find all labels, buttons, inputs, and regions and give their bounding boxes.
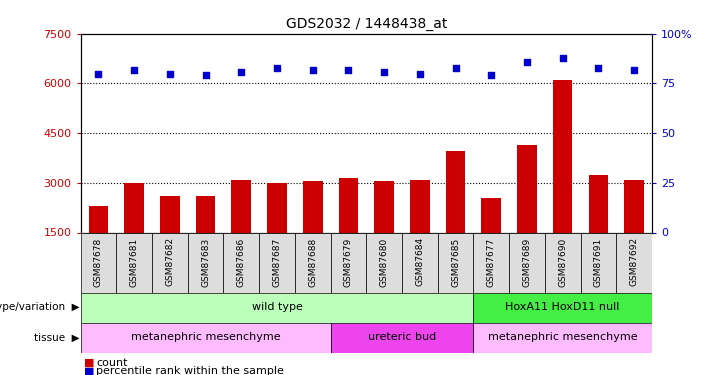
Text: GSM87681: GSM87681: [130, 237, 139, 286]
Text: GSM87690: GSM87690: [558, 237, 567, 286]
Bar: [224, 232, 259, 292]
Text: GSM87682: GSM87682: [165, 237, 175, 286]
Text: HoxA11 HoxD11 null: HoxA11 HoxD11 null: [505, 303, 620, 312]
Bar: [509, 232, 545, 292]
Bar: [331, 232, 367, 292]
Bar: [374, 181, 394, 232]
Bar: [553, 80, 573, 232]
Text: metanephric mesenchyme: metanephric mesenchyme: [131, 333, 280, 342]
Point: [236, 69, 247, 75]
Bar: [267, 183, 287, 232]
Point: [271, 64, 283, 70]
Text: GSM87689: GSM87689: [522, 237, 531, 286]
Point: [379, 69, 390, 75]
Point: [450, 64, 461, 70]
Bar: [473, 232, 509, 292]
Bar: [339, 178, 358, 232]
Text: GSM87685: GSM87685: [451, 237, 460, 286]
Text: GSM87679: GSM87679: [344, 237, 353, 286]
Text: tissue  ▶: tissue ▶: [34, 333, 79, 342]
Text: GSM87686: GSM87686: [237, 237, 246, 286]
Bar: [473, 322, 652, 352]
Bar: [259, 232, 295, 292]
Point: [486, 72, 497, 78]
Bar: [545, 232, 580, 292]
Bar: [616, 232, 652, 292]
Bar: [589, 174, 608, 232]
Point: [629, 66, 640, 72]
Bar: [482, 198, 501, 232]
Bar: [410, 180, 430, 232]
Bar: [446, 152, 465, 232]
Bar: [188, 232, 224, 292]
Text: ureteric bud: ureteric bud: [368, 333, 436, 342]
Text: metanephric mesenchyme: metanephric mesenchyme: [488, 333, 637, 342]
Bar: [196, 196, 215, 232]
Bar: [367, 232, 402, 292]
Bar: [295, 232, 331, 292]
Bar: [152, 232, 188, 292]
Text: GSM87680: GSM87680: [380, 237, 388, 286]
Bar: [331, 322, 473, 352]
Bar: [625, 180, 644, 232]
Text: wild type: wild type: [252, 303, 302, 312]
Point: [200, 72, 211, 78]
Text: GSM87687: GSM87687: [273, 237, 282, 286]
Bar: [160, 196, 179, 232]
Text: genotype/variation  ▶: genotype/variation ▶: [0, 303, 79, 312]
Text: GSM87691: GSM87691: [594, 237, 603, 286]
Point: [93, 70, 104, 76]
Bar: [303, 181, 322, 232]
Bar: [402, 232, 437, 292]
Text: GSM87684: GSM87684: [415, 237, 424, 286]
Bar: [88, 206, 108, 232]
Text: percentile rank within the sample: percentile rank within the sample: [96, 366, 284, 375]
Bar: [81, 322, 331, 352]
Bar: [231, 180, 251, 232]
Point: [414, 70, 426, 76]
Text: ■: ■: [84, 366, 95, 375]
Point: [593, 64, 604, 70]
Bar: [81, 292, 473, 322]
Bar: [580, 232, 616, 292]
Text: count: count: [96, 358, 128, 368]
Point: [128, 66, 139, 72]
Bar: [473, 292, 652, 322]
Bar: [81, 232, 116, 292]
Text: GSM87678: GSM87678: [94, 237, 103, 286]
Point: [307, 66, 318, 72]
Text: GSM87677: GSM87677: [486, 237, 496, 286]
Point: [522, 58, 533, 64]
Text: GSM87688: GSM87688: [308, 237, 318, 286]
Text: ■: ■: [84, 358, 95, 368]
Point: [343, 66, 354, 72]
Point: [557, 55, 569, 61]
Text: GSM87692: GSM87692: [629, 237, 639, 286]
Text: GSM87683: GSM87683: [201, 237, 210, 286]
Bar: [124, 183, 144, 232]
Title: GDS2032 / 1448438_at: GDS2032 / 1448438_at: [285, 17, 447, 32]
Bar: [437, 232, 473, 292]
Point: [164, 70, 175, 76]
Bar: [116, 232, 152, 292]
Bar: [517, 145, 537, 232]
